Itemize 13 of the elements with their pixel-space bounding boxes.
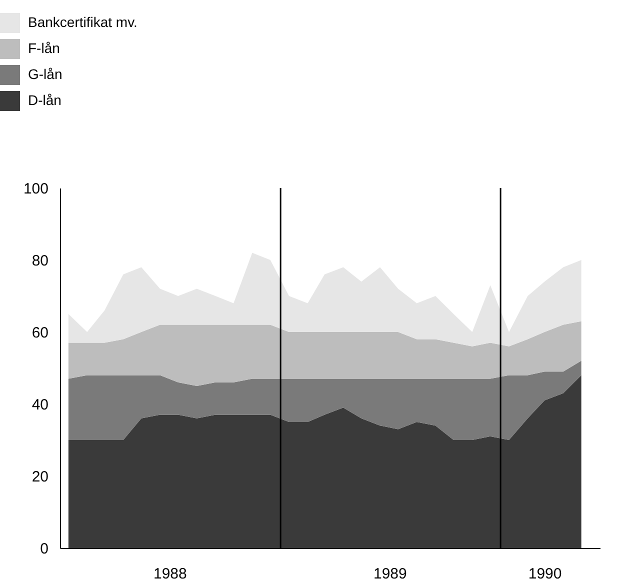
y-tick-label: 100 <box>23 180 48 198</box>
y-tick-label: 80 <box>32 252 48 270</box>
y-tick-label: 40 <box>32 396 48 414</box>
legend-label: F-lån <box>28 40 60 56</box>
x-tick-label: 1989 <box>373 566 407 582</box>
x-tick-label: 1990 <box>528 566 562 582</box>
legend-label: Bankcertifikat mv. <box>28 14 138 30</box>
y-tick-label: 0 <box>40 540 48 558</box>
y-tick-label: 20 <box>32 468 48 486</box>
legend-label: G-lån <box>28 66 62 82</box>
y-tick-label: 60 <box>32 324 48 342</box>
legend-label: D-lån <box>28 92 62 108</box>
x-tick-label: 1988 <box>154 566 187 582</box>
